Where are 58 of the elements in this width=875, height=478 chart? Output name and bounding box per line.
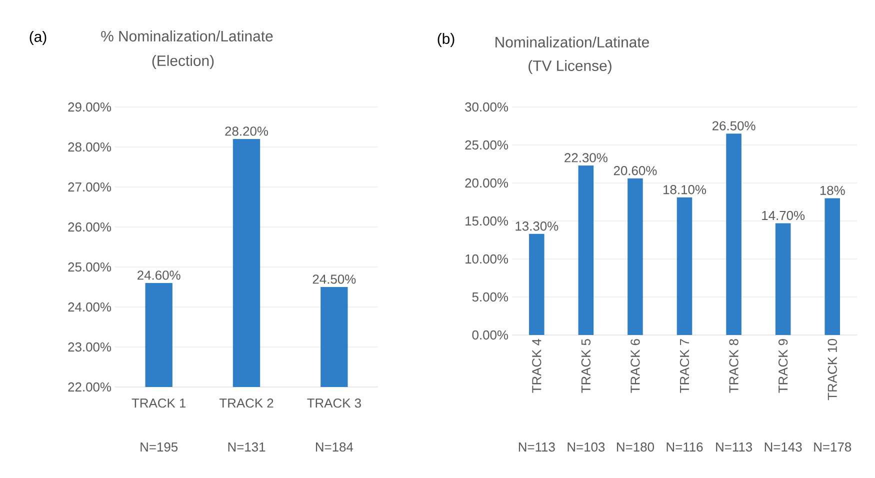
y-tick-label: 5.00% (472, 292, 508, 302)
y-tick-label: 20.00% (465, 178, 508, 188)
bar (726, 134, 742, 335)
chart-title: Nominalization/Latinate (496, 36, 649, 48)
y-tick-label: 26.00% (68, 222, 112, 232)
data-label: 13.30% (516, 222, 558, 231)
text: (a) (30, 31, 46, 45)
x-tick-label: TRACK 2 (219, 398, 274, 408)
data-label: 26.50% (712, 121, 756, 130)
data-label: 24.60% (138, 270, 180, 280)
y-tick-label: 25.00% (68, 262, 112, 272)
text: N=178 (814, 442, 852, 452)
x-tick-label: TRACK 9 (778, 339, 788, 393)
text: N=113 (716, 442, 752, 452)
chart-subtitle: (Election) (152, 55, 214, 69)
data-label: 18.10% (664, 185, 706, 194)
x-tick-label: TRACK 4 (532, 338, 542, 393)
y-tick-label: 27.00% (68, 182, 112, 192)
x-tick-label: TRACK 1 (132, 398, 186, 408)
text: N=116 (666, 442, 703, 452)
data-label: 14.70% (762, 210, 805, 220)
text: N=113 (518, 442, 555, 452)
text: N=184 (316, 442, 354, 452)
data-label: 24.50% (312, 274, 356, 284)
y-tick-label: 28.00% (68, 142, 112, 152)
text: N=143 (764, 442, 802, 452)
x-tick-label: TRACK 6 (630, 339, 640, 393)
text: N=103 (568, 442, 605, 452)
bar (628, 178, 643, 335)
text: N=195 (140, 442, 178, 452)
y-tick-label: 30.00% (465, 102, 508, 112)
text: (b) (438, 33, 454, 47)
y-tick-label: 25.00% (465, 140, 508, 150)
data-label: 22.30% (564, 153, 608, 162)
bar (775, 223, 791, 335)
bar (578, 166, 594, 335)
y-tick-label: 10.00% (466, 254, 508, 264)
bar (676, 197, 692, 335)
y-tick-label: 29.00% (68, 102, 112, 112)
chart-title: % Nominalization/Latinate (101, 30, 273, 42)
y-tick-label: 22.00% (68, 382, 112, 392)
y-tick-label: 24.00% (68, 302, 112, 312)
chart-subtitle: (TV License) (528, 60, 612, 74)
x-tick-label: TRACK 7 (680, 339, 690, 393)
data-label: 28.20% (225, 126, 268, 136)
x-tick-label: TRACK 5 (581, 339, 591, 393)
x-tick-label: TRACK 3 (307, 398, 361, 408)
data-label: 20.60% (614, 166, 657, 176)
bar (824, 198, 840, 335)
data-label: 18% (820, 186, 845, 195)
text: N=131 (228, 442, 266, 452)
x-tick-label: TRACK 10 (828, 339, 837, 400)
text: N=180 (617, 442, 654, 452)
x-tick-label: TRACK 8 (729, 339, 738, 393)
y-tick-label: 0.00% (472, 330, 508, 340)
bar (529, 234, 544, 335)
y-tick-label: 23.00% (68, 342, 112, 352)
y-tick-label: 15.00% (466, 216, 508, 226)
